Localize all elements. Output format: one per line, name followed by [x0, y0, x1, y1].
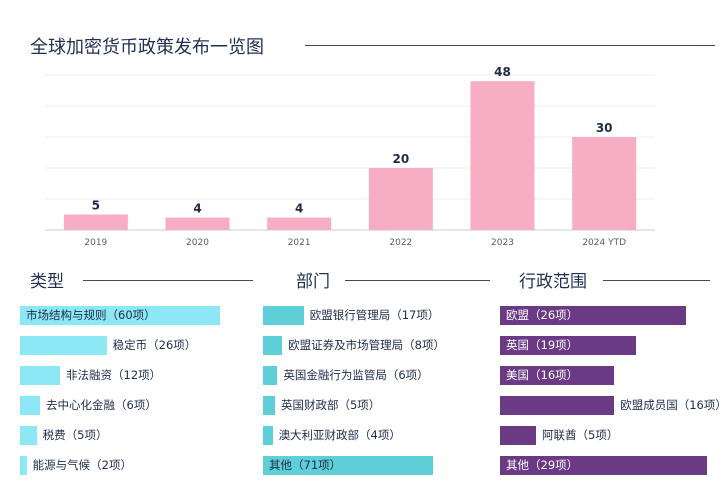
hbar-row: 澳大利亚财政部（4项）	[263, 426, 433, 445]
x-tick-label: 2021	[288, 238, 311, 248]
hbar-稳定币	[20, 336, 107, 355]
yearly-policy-bar-chart: 5 2019 4 2020 4 2021 20 2022 48 2023 30 2024 YTD	[45, 65, 655, 248]
hbar-label: 美国（16项）	[506, 368, 579, 382]
jurisdiction-section-title: 行政范围	[519, 272, 587, 292]
hbar-row: 稳定币（26项）	[20, 336, 220, 355]
hbar-市场结构与规则	[20, 306, 220, 325]
hbar-label: 其他（71项）	[269, 458, 342, 472]
hbar-row: 能源与气候（2项）	[20, 456, 220, 475]
x-tick-label: 2024 YTD	[582, 238, 626, 248]
bar-value-label: 48	[494, 65, 511, 79]
hbar-row: 税费（5项）	[20, 426, 220, 445]
hbar-row: 英国财政部（5项）	[263, 396, 433, 415]
hbar-row: 其他（71项）	[263, 456, 433, 475]
hbar-label: 其他（29项）	[506, 458, 579, 472]
type-section-divider	[83, 280, 253, 281]
hbar-label: 阿联酋（5项）	[542, 428, 619, 442]
bar-value-label: 20	[392, 152, 409, 166]
bar-value-label: 30	[596, 121, 613, 135]
hbar-row: 欧盟成员国（16项）	[500, 396, 727, 415]
bar-2021	[267, 217, 332, 230]
hbar-row: 英国（19项）	[500, 336, 707, 355]
bar-2019	[63, 214, 128, 230]
hbar-row: 英国金融行为监管局（6项）	[263, 366, 433, 385]
hbar-row: 阿联酋（5项）	[500, 426, 707, 445]
hbar-label: 能源与气候（2项）	[32, 458, 132, 472]
hbar-label: 澳大利亚财政部（4项）	[278, 428, 401, 442]
hbar-去中心化金融	[20, 396, 40, 415]
hbar-欧盟成员国	[500, 396, 615, 415]
hbar-row: 欧盟证券及市场管理局（8项）	[263, 336, 445, 355]
hbar-欧盟银行管理局	[263, 306, 304, 325]
hbar-row: 市场结构与规则（60项）	[20, 306, 220, 325]
bar-value-label: 4	[193, 202, 201, 216]
dept-section-title: 部门	[296, 272, 330, 292]
hbar-label: 税费（5项）	[42, 428, 108, 442]
hbar-澳大利亚财政部	[263, 426, 273, 445]
hbar-税费	[20, 426, 37, 445]
bar-2022	[368, 168, 433, 230]
hbar-label: 欧盟银行管理局（17项）	[309, 308, 440, 322]
x-tick-label: 2020	[186, 238, 209, 248]
type-section-title: 类型	[30, 272, 64, 292]
x-tick-label: 2019	[84, 238, 107, 248]
hbar-label: 欧盟成员国（16项）	[620, 398, 727, 412]
hbar-label: 欧盟（26项）	[506, 308, 579, 322]
hbar-label: 英国金融行为监管局（6项）	[283, 368, 429, 382]
bar-2023	[470, 81, 535, 230]
hbar-能源与气候	[20, 456, 27, 475]
hbar-row: 欧盟银行管理局（17项）	[263, 306, 439, 325]
hbar-英国	[500, 336, 636, 355]
hbar-欧盟证券及市场管理局	[263, 336, 283, 355]
hbar-英国金融行为监管局	[263, 366, 278, 385]
hbar-row: 欧盟（26项）	[500, 306, 707, 325]
hbar-label: 去中心化金融（6项）	[46, 398, 157, 412]
hbar-其他	[263, 456, 433, 475]
title-divider	[305, 45, 715, 46]
hbar-label: 欧盟证券及市场管理局（8项）	[288, 338, 445, 352]
hbar-label: 稳定币（26项）	[112, 338, 197, 352]
page-title: 全球加密货币政策发布一览图	[30, 37, 264, 58]
x-tick-label: 2023	[491, 238, 514, 248]
hbar-row: 非法融资（12项）	[20, 366, 220, 385]
hbar-美国	[500, 366, 615, 385]
hbar-row: 美国（16项）	[500, 366, 707, 385]
bar-value-label: 5	[92, 199, 100, 213]
bar-2024 YTD	[572, 137, 637, 230]
hbar-label: 市场结构与规则（60项）	[26, 308, 156, 322]
hbar-其他	[500, 456, 707, 475]
dept-section-divider	[345, 280, 490, 281]
hbar-row: 其他（29项）	[500, 456, 707, 475]
hbar-label: 英国财政部（5项）	[280, 398, 381, 412]
hbar-row: 去中心化金融（6项）	[20, 396, 220, 415]
x-tick-label: 2022	[389, 238, 412, 248]
hbar-label: 英国（19项）	[506, 338, 579, 352]
hbar-阿联酋	[500, 426, 536, 445]
hbar-英国财政部	[263, 396, 275, 415]
hbar-非法融资	[20, 366, 60, 385]
hbar-欧盟	[500, 306, 686, 325]
hbar-label: 非法融资（12项）	[66, 368, 162, 382]
bar-2020	[165, 217, 230, 230]
jurisdiction-section-divider	[603, 280, 710, 281]
bar-value-label: 4	[295, 202, 303, 216]
